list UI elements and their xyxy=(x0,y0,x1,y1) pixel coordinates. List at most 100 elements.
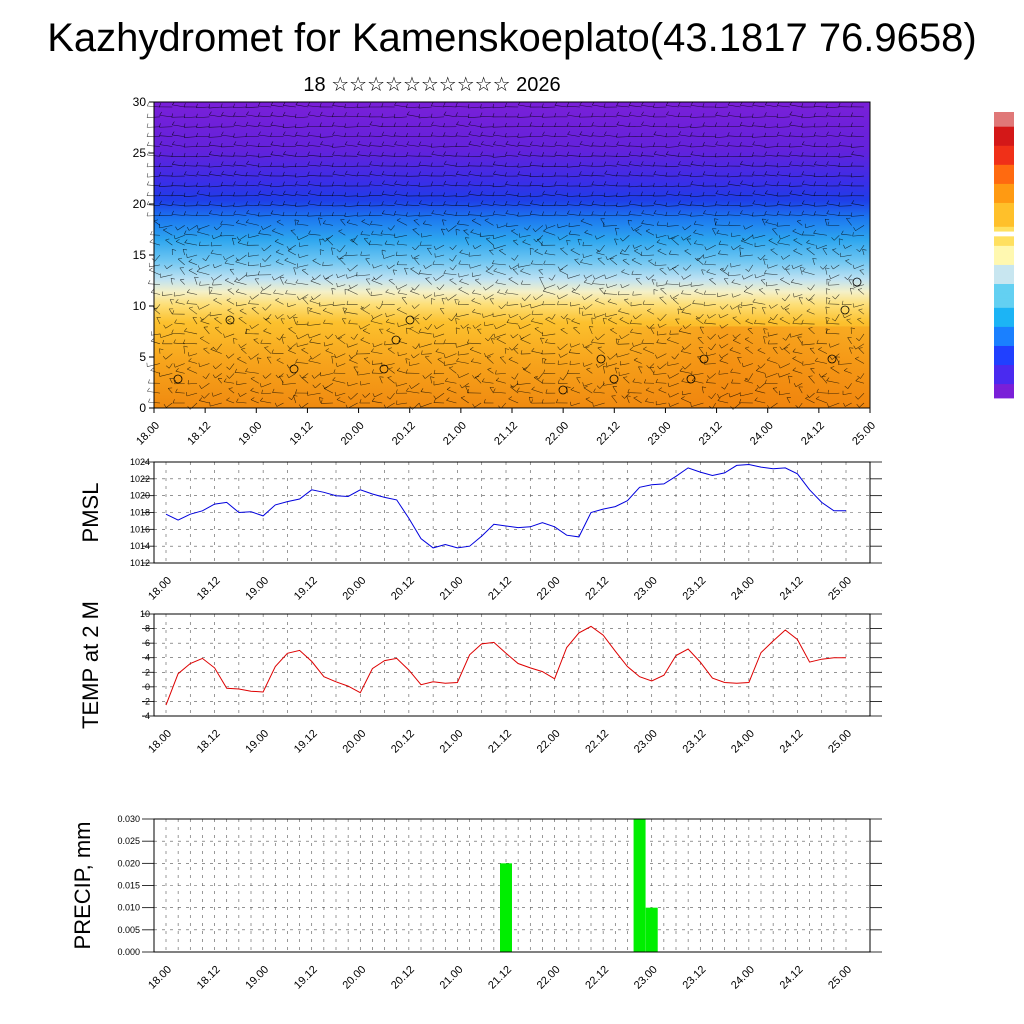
wind-barb xyxy=(484,220,494,226)
x-tick-label: 24.12 xyxy=(778,728,806,756)
wind-barb xyxy=(196,204,210,206)
wind-barb-flag xyxy=(714,211,717,216)
wind-barb-flag xyxy=(319,182,322,187)
wind-barb xyxy=(332,134,346,137)
wind-barb xyxy=(813,175,827,177)
wind-barb xyxy=(744,235,754,242)
wind-barb xyxy=(579,185,593,187)
wind-barb xyxy=(276,221,284,226)
wind-barb-flag xyxy=(603,192,606,197)
wind-barb xyxy=(715,185,729,188)
wind-barb xyxy=(170,278,173,285)
wind-barb-flag xyxy=(838,153,840,158)
wind-barb-flag xyxy=(246,241,249,246)
wind-barb xyxy=(846,218,852,226)
wind-barb-flag xyxy=(595,298,599,301)
wind-barb xyxy=(215,363,222,370)
wind-barb xyxy=(744,380,753,384)
wind-barb xyxy=(184,146,198,148)
wind-barb xyxy=(641,205,655,207)
wind-barb xyxy=(583,282,593,285)
wind-barb-flag xyxy=(319,133,322,138)
y-axis-title: PMSL xyxy=(78,483,103,543)
x-tick-label: 24.12 xyxy=(799,420,827,448)
wind-barb xyxy=(737,357,741,364)
wind-barb-flag xyxy=(348,319,351,324)
wind-barb-flag xyxy=(194,276,199,278)
wind-barb-flag xyxy=(792,228,797,232)
wind-barb-flag xyxy=(455,211,458,216)
wind-barb xyxy=(656,235,667,239)
wind-barb xyxy=(678,115,692,118)
wind-barb-flag xyxy=(665,151,669,155)
wind-barb xyxy=(214,264,222,269)
wind-barb-flag xyxy=(332,112,335,117)
wind-barb-flag xyxy=(739,172,742,176)
wind-barb-flag xyxy=(702,161,706,166)
wind-barb-flag xyxy=(690,132,693,136)
wind-barb-flag xyxy=(418,104,420,109)
wind-barb xyxy=(248,264,259,267)
wind-barb xyxy=(335,392,346,397)
wind-barb-flag xyxy=(470,358,474,362)
wind-barb xyxy=(285,293,296,295)
wind-barb xyxy=(520,270,531,275)
wind-barb xyxy=(433,382,445,386)
wind-barb-flag xyxy=(246,160,249,165)
wind-barb-flag xyxy=(668,250,672,255)
wind-barb-flag xyxy=(554,201,557,206)
wind-barb xyxy=(494,333,506,338)
wind-barb-flag xyxy=(430,143,433,148)
wind-barb-flag xyxy=(233,141,237,145)
wind-barb-flag xyxy=(183,192,186,197)
wind-barb-flag xyxy=(262,375,266,379)
wind-barb xyxy=(571,291,581,295)
wind-barb-flag xyxy=(682,325,686,329)
wind-barb xyxy=(560,248,568,256)
wind-barb xyxy=(620,253,630,256)
wind-barb-flag xyxy=(482,313,484,318)
wind-barb xyxy=(458,263,469,266)
wind-barb xyxy=(245,106,259,108)
wind-barb-flag xyxy=(690,172,692,177)
wind-barb xyxy=(414,284,420,291)
wind-barb xyxy=(847,274,852,280)
wind-barb-flag xyxy=(532,228,536,232)
wind-barb-flag xyxy=(455,102,458,107)
wind-barb xyxy=(834,235,840,241)
wind-barb-flag xyxy=(805,297,809,301)
wind-barb-flag xyxy=(845,259,850,262)
wind-barb xyxy=(510,386,519,394)
wind-barb xyxy=(171,332,185,335)
wind-barb-flag xyxy=(574,258,579,260)
wind-barb-flag xyxy=(295,389,298,394)
wind-barb-flag xyxy=(838,172,841,176)
wind-barb xyxy=(808,294,815,301)
wind-barb-flag xyxy=(220,232,222,237)
wind-barb xyxy=(543,230,556,236)
wind-barb-flag xyxy=(258,170,261,175)
wind-barb xyxy=(336,399,346,404)
wind-barb-flag xyxy=(764,132,767,137)
wind-barb-flag xyxy=(263,317,267,321)
wind-barb xyxy=(213,274,222,281)
wind-barb-flag xyxy=(311,375,315,379)
wind-barb xyxy=(596,252,605,256)
wind-barb-flag xyxy=(344,123,346,128)
wind-barb xyxy=(686,238,692,246)
wind-barb xyxy=(484,323,494,327)
wind-barb-flag xyxy=(276,337,280,341)
y-tick-label: 1012 xyxy=(130,558,150,568)
wind-barb xyxy=(752,116,766,118)
wind-barb xyxy=(425,356,432,364)
wind-barb xyxy=(710,343,717,351)
wind-barb-flag xyxy=(764,143,766,148)
wind-barb-flag xyxy=(633,396,638,399)
wind-barb-flag xyxy=(517,192,519,197)
wind-barb-flag xyxy=(199,397,203,401)
wind-barb-flag xyxy=(422,294,426,299)
wind-barb-flag xyxy=(430,376,435,378)
wind-barb xyxy=(381,116,395,118)
wind-barb-flag xyxy=(529,122,532,127)
wind-barb-flag xyxy=(356,212,359,217)
